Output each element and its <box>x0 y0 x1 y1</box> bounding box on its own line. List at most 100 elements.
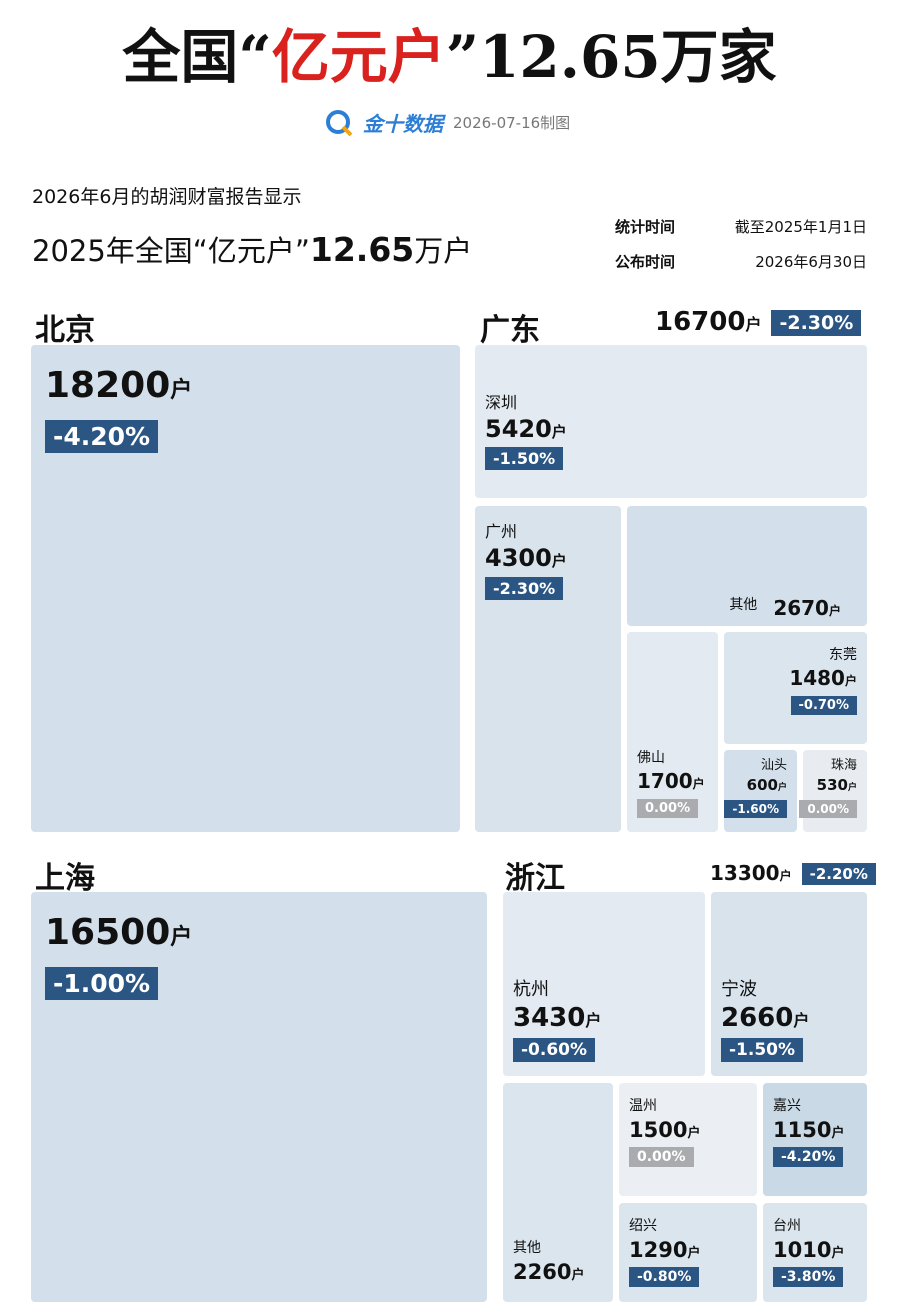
badge-wrap: -3.80% <box>773 1266 844 1288</box>
count-unit: 户 <box>571 1267 585 1283</box>
region-name: 浙江 <box>505 861 565 896</box>
count-number: 2670 <box>773 596 829 620</box>
badge-wrap: -4.20% <box>773 1146 844 1168</box>
title-pre: 全国“ <box>122 23 272 91</box>
count-number: 1500 <box>629 1118 688 1142</box>
change-badge: -0.70% <box>790 696 857 715</box>
count: 2260户 <box>513 1260 584 1284</box>
count: 16700户 <box>655 307 762 338</box>
count-unit: 户 <box>551 422 567 441</box>
badge-wrap: -1.50% <box>721 1038 804 1062</box>
count-unit: 户 <box>170 925 193 950</box>
count: 2660户 <box>721 1003 810 1034</box>
badge-wrap: -0.80% <box>629 1266 700 1288</box>
count-number: 5420 <box>485 414 552 443</box>
change-badge: -0.80% <box>629 1267 700 1288</box>
count-unit: 户 <box>844 674 857 688</box>
badge-wrap: 0.00% <box>629 1146 694 1168</box>
badge-wrap: -2.30% <box>485 576 564 600</box>
change-badge: -2.30% <box>771 309 862 336</box>
count-number: 4300 <box>485 544 552 572</box>
count-unit: 户 <box>777 782 787 793</box>
count-number: 18200 <box>45 365 171 406</box>
region-box: 18200户 -4.20% <box>31 345 460 832</box>
city-name: 汕头 <box>760 757 787 773</box>
change-badge: -0.60% <box>513 1038 596 1062</box>
count-number: 16500 <box>45 912 171 953</box>
badge-wrap: -1.60% <box>724 798 787 818</box>
city-box: 宁波 2660户 -1.50% <box>711 892 867 1076</box>
info-label: 公布时间 <box>615 253 676 271</box>
region-name: 北京 <box>35 313 95 348</box>
count-unit: 户 <box>847 782 857 793</box>
count-number: 1480 <box>789 666 845 690</box>
title: 全国“亿元户”12.65万家 <box>0 22 899 92</box>
change-badge: -1.60% <box>724 800 787 818</box>
intro-line: 2026年6月的胡润财富报告显示 <box>32 186 302 208</box>
info: 统计时间 截至2025年1月1日 公布时间 2026年6月30日 <box>615 216 867 286</box>
badge-wrap: -1.50% <box>485 447 564 471</box>
change-badge: -1.50% <box>721 1038 804 1062</box>
info-label: 统计时间 <box>615 218 676 236</box>
city-name: 深圳 <box>485 392 518 412</box>
count: 530户 <box>817 776 857 794</box>
count: 1150户 <box>773 1118 844 1142</box>
count: 2670户 <box>773 597 841 620</box>
count: 1010户 <box>773 1238 844 1262</box>
count: 16500户 <box>45 912 473 953</box>
change-badge: -3.80% <box>773 1267 844 1288</box>
region-name: 上海 <box>35 861 95 896</box>
count-unit: 户 <box>793 1011 810 1031</box>
city-box: 嘉兴 1150户 -4.20% <box>763 1083 867 1196</box>
city-name: 广州 <box>485 522 518 541</box>
source-date: 2026-07-16制图 <box>453 114 571 132</box>
count-unit: 户 <box>828 604 841 618</box>
change-badge: -2.30% <box>485 576 564 600</box>
city-name: 珠海 <box>830 757 857 773</box>
source: 金十数据 2026-07-16制图 <box>325 108 570 137</box>
region-box: 16500户 -1.00% <box>31 892 487 1302</box>
count-number: 2660 <box>721 1003 794 1034</box>
change-badge: -4.20% <box>45 420 159 454</box>
city-box: 汕头 600户 -1.60% <box>724 750 797 832</box>
city-box: 东莞 1480户 -0.70% <box>724 632 867 744</box>
logo-icon <box>326 109 353 136</box>
city-name: 佛山 <box>637 750 665 766</box>
badge-wrap: 0.00% <box>799 798 857 818</box>
city-box: 台州 1010户 -3.80% <box>763 1203 867 1302</box>
count-number: 13300 <box>710 861 780 885</box>
change-badge: -2.20% <box>801 862 876 885</box>
count-unit: 户 <box>585 1011 602 1031</box>
city-box: 温州 1500户 0.00% <box>619 1083 757 1196</box>
city-box: 深圳 5420户 -1.50% <box>475 345 867 498</box>
count: 18200户 <box>45 365 446 406</box>
count-unit: 户 <box>745 315 762 334</box>
region-name: 广东 <box>480 313 540 348</box>
count-number: 16700 <box>655 307 746 337</box>
count: 4300户 <box>485 544 567 573</box>
change-badge: 0.00% <box>799 800 857 818</box>
city-name: 温州 <box>629 1098 657 1114</box>
headline-pre: 2025年全国“亿元户” <box>32 234 310 268</box>
city-name: 嘉兴 <box>773 1098 801 1114</box>
info-value: 2026年6月30日 <box>755 253 867 271</box>
change-badge: 0.00% <box>637 799 699 818</box>
count-number: 2260 <box>513 1259 572 1284</box>
change-badge: -4.20% <box>773 1147 844 1168</box>
count-number: 3430 <box>513 1003 586 1034</box>
city-name: 其他 <box>513 1239 541 1256</box>
count-unit: 户 <box>831 1246 845 1261</box>
city-box: 佛山 1700户 0.00% <box>627 632 718 832</box>
change-badge: -1.50% <box>485 447 564 471</box>
title-post: ”12.65万家 <box>445 23 777 91</box>
count-unit: 户 <box>551 552 567 570</box>
change-badge: 0.00% <box>629 1147 694 1168</box>
count-unit: 户 <box>831 1126 845 1141</box>
count-unit: 户 <box>170 378 193 403</box>
count: 600户 <box>747 776 787 794</box>
count-number: 1010 <box>773 1238 832 1262</box>
count-number: 1290 <box>629 1238 688 1262</box>
badge-wrap: -4.20% <box>45 420 446 454</box>
city-name: 绍兴 <box>629 1218 657 1234</box>
city-box: 珠海 530户 0.00% <box>799 750 867 832</box>
